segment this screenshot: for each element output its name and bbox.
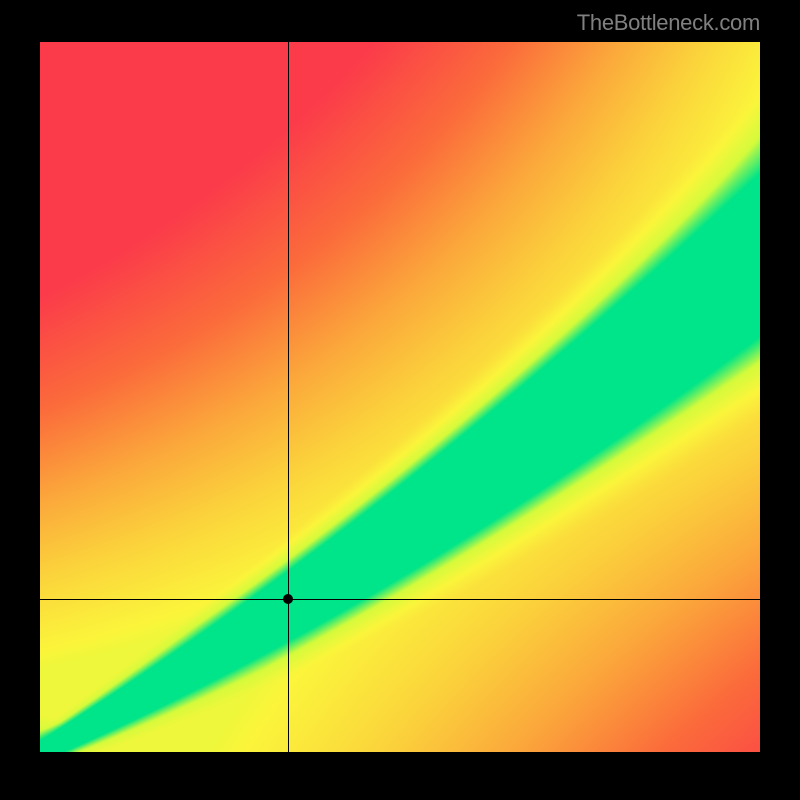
heatmap-canvas [40, 42, 760, 752]
crosshair-horizontal [40, 599, 760, 600]
crosshair-marker [283, 594, 293, 604]
bottleneck-heatmap [40, 42, 760, 752]
crosshair-vertical [288, 42, 289, 752]
watermark-text: TheBottleneck.com [577, 10, 760, 36]
